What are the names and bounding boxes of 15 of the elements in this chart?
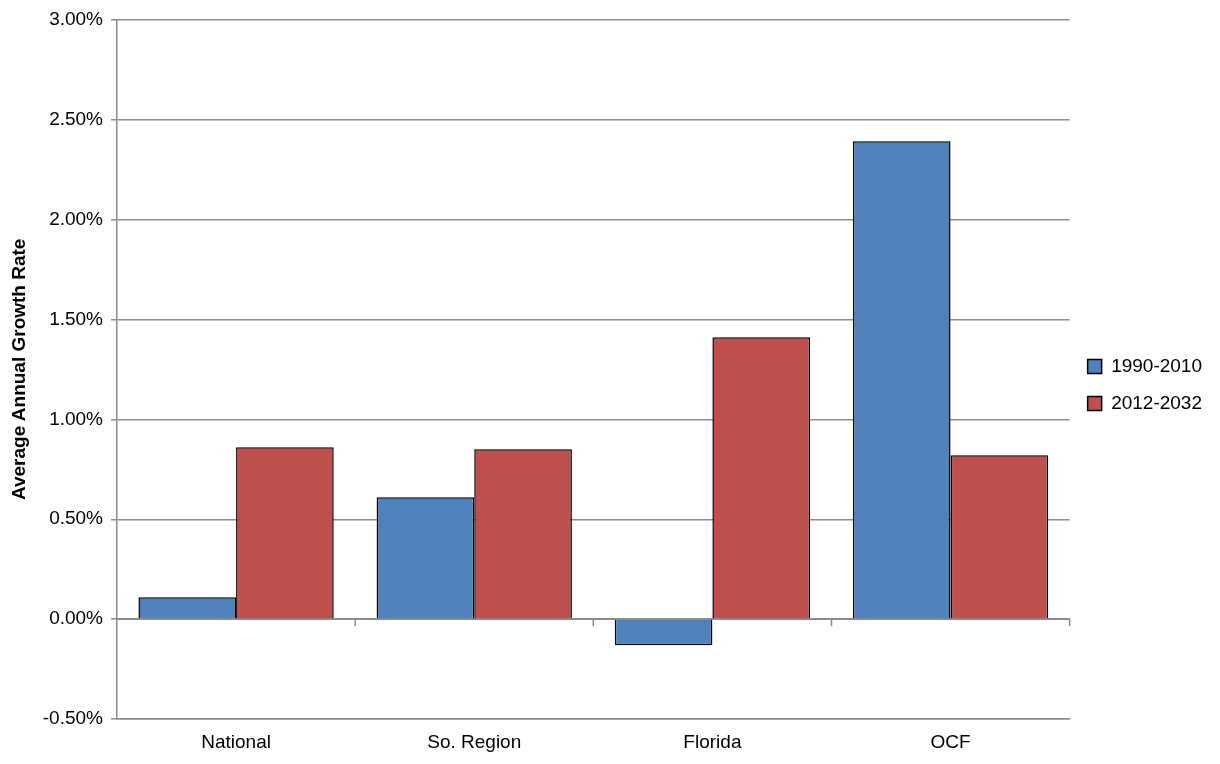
y-tick-label: 1.00%: [49, 407, 104, 429]
legend-label: 1990-2010: [1111, 354, 1203, 376]
legend-label: 2012-2032: [1111, 391, 1203, 413]
x-tick-label: Florida: [683, 730, 742, 752]
y-tick-label: 1.50%: [49, 307, 104, 329]
y-tick-label: 3.00%: [49, 7, 104, 29]
y-tick-label: 0.00%: [49, 607, 104, 629]
y-axis-title: Average Annual Growth Rate: [7, 238, 29, 501]
y-tick-label: -0.50%: [42, 707, 104, 729]
y-tick-label: 2.00%: [49, 207, 104, 229]
x-tick-label: OCF: [930, 730, 971, 752]
y-tick-label: 0.50%: [49, 507, 104, 529]
y-tick-label: 2.50%: [49, 107, 104, 129]
x-tick-label: National: [201, 730, 271, 752]
x-tick-label: So. Region: [427, 730, 522, 752]
